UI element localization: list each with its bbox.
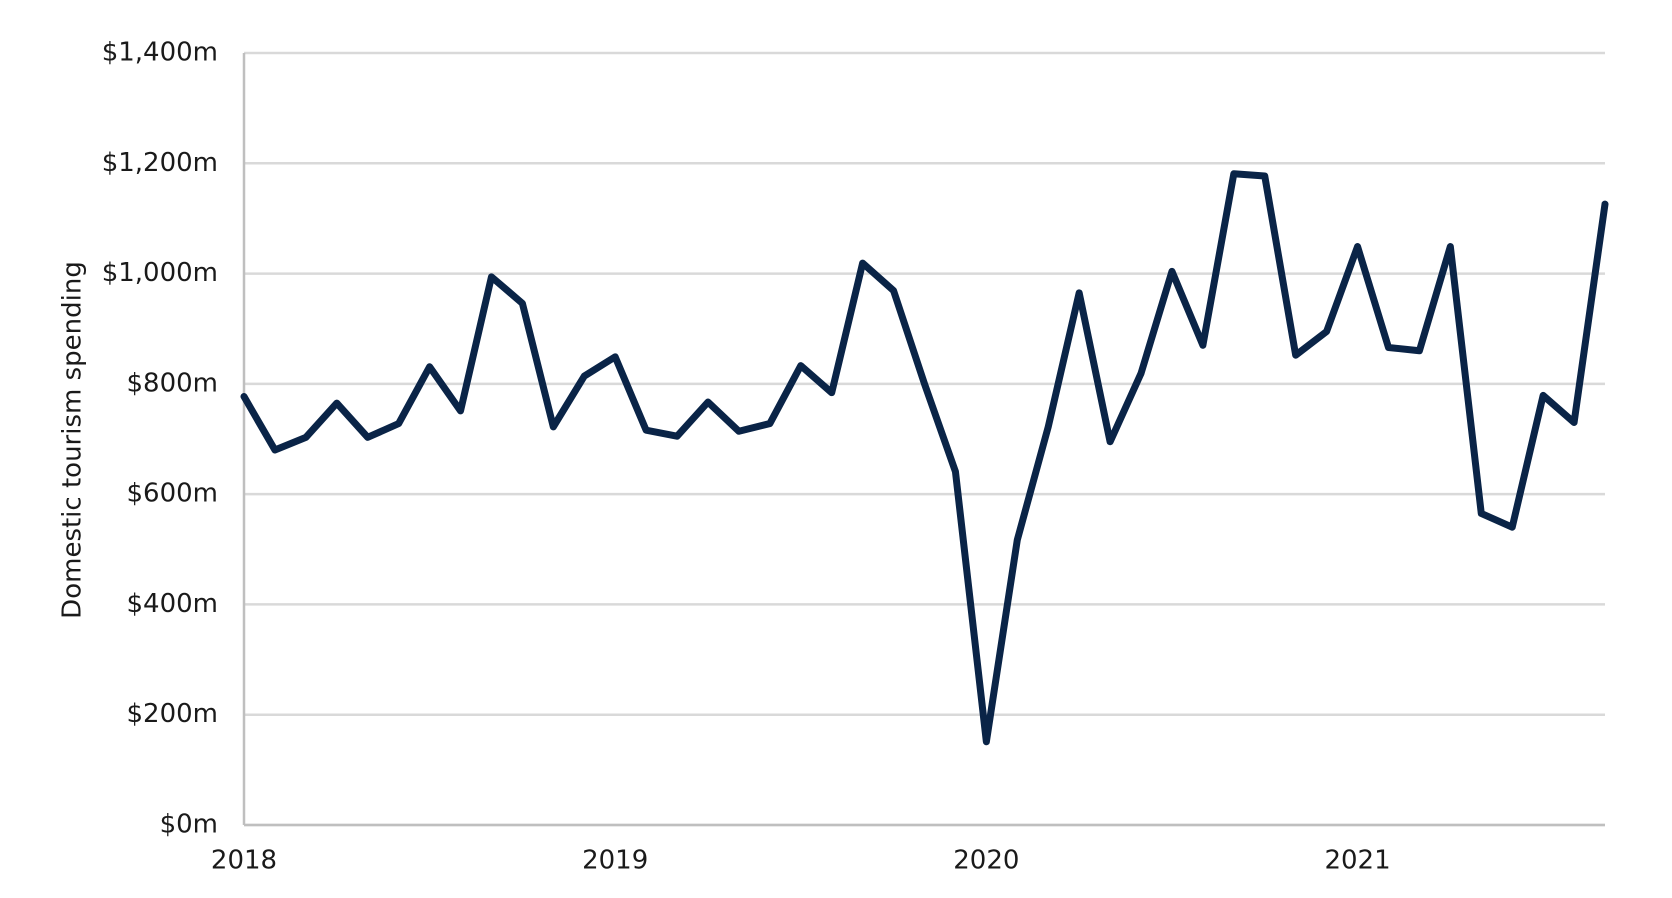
y-tick-label: $200m — [127, 699, 219, 729]
x-tick-label: 2019 — [582, 846, 648, 876]
x-tick-label: 2020 — [953, 846, 1019, 876]
y-tick-label: $1,400m — [102, 38, 218, 68]
y-tick-label: $400m — [127, 589, 219, 619]
y-tick-label: $1,000m — [102, 258, 218, 288]
line-series — [240, 170, 1609, 746]
y-tick-label: $1,200m — [102, 148, 218, 178]
x-tick-label: 2018 — [211, 846, 277, 876]
y-tick-label: $600m — [127, 479, 219, 509]
y-tick-label: $0m — [160, 810, 218, 840]
y-axis-label: Domestic tourism spending — [58, 261, 88, 619]
x-tick-label: 2021 — [1324, 846, 1390, 876]
y-tick-label: $800m — [127, 368, 219, 398]
